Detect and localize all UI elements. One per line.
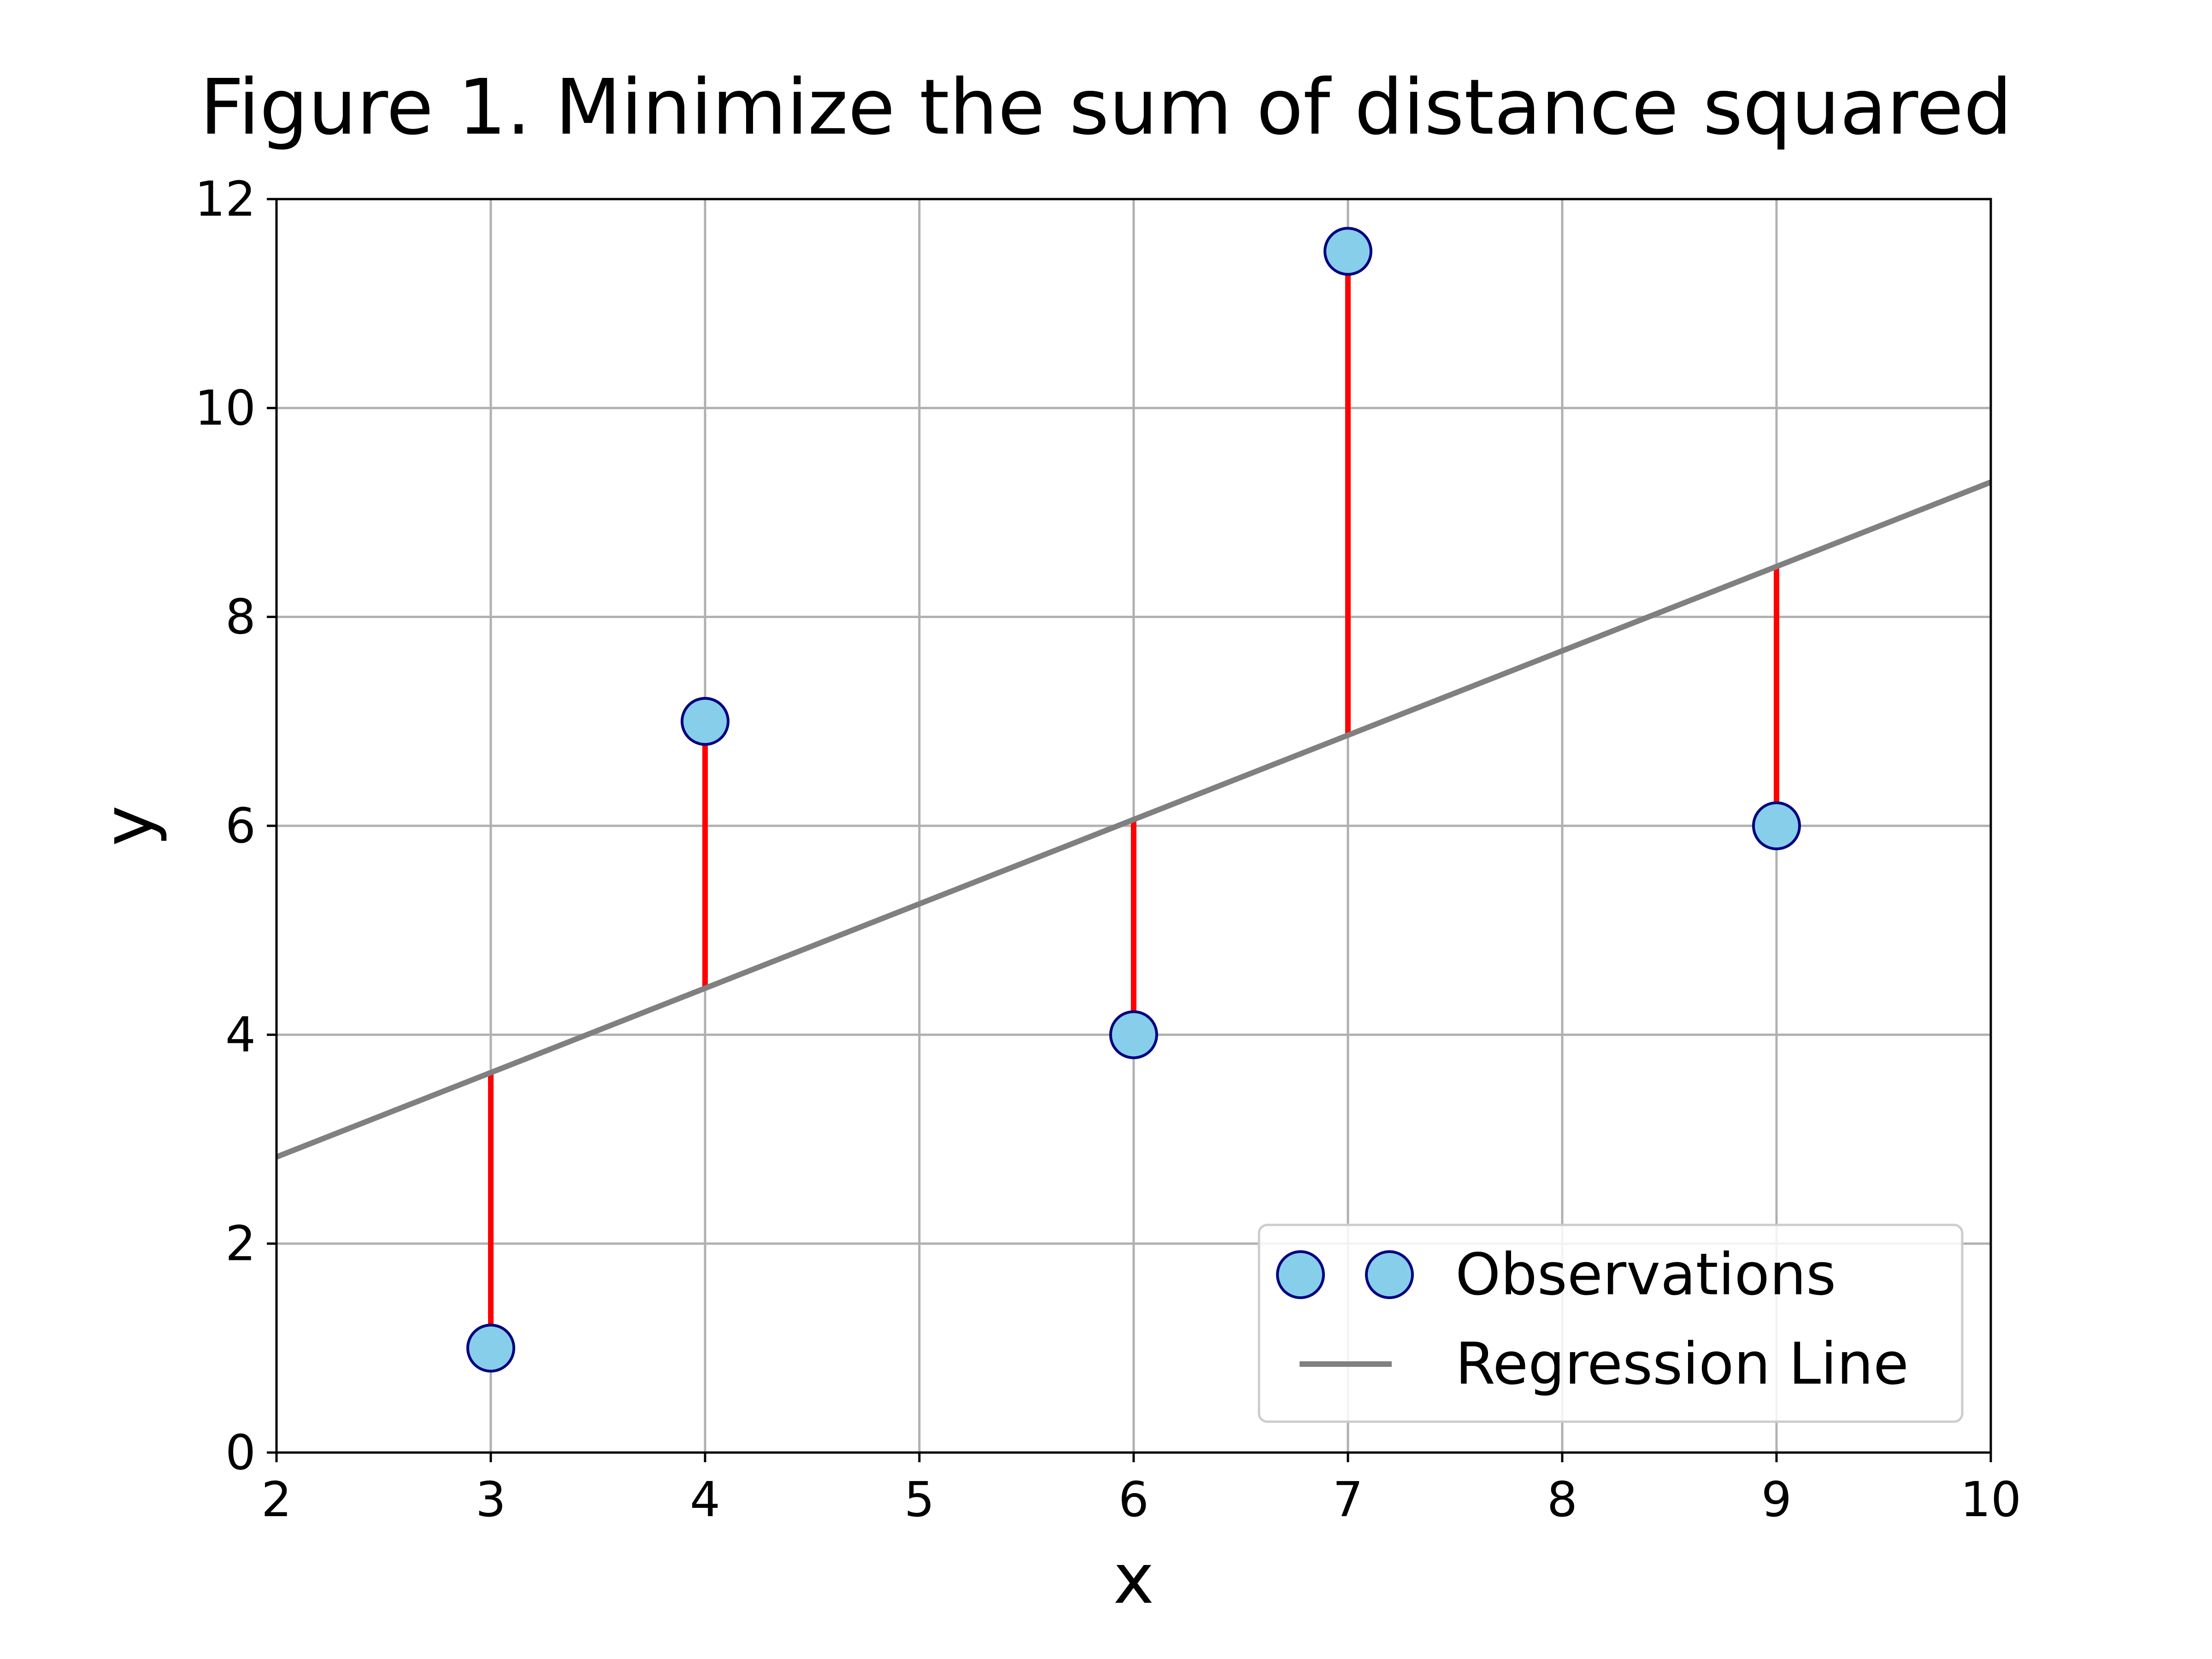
y-tick-label: 6 — [225, 798, 256, 854]
x-tick-label: 10 — [1960, 1471, 2021, 1528]
y-axis-label: y — [88, 806, 169, 847]
legend-box — [1258, 1224, 1964, 1423]
y-axis-ticks: 0 2 4 6 8 10 12 — [195, 171, 276, 1481]
residual-lines — [488, 251, 1779, 1348]
observation-point — [1109, 1010, 1158, 1059]
x-axis-label: x — [1113, 1539, 1154, 1619]
legend: Observations Regression Line — [1258, 1224, 1964, 1423]
regression-line — [275, 479, 1992, 1160]
legend-observation-marker — [1365, 1250, 1414, 1299]
x-tick-label: 7 — [1333, 1471, 1363, 1528]
y-tick-label: 0 — [225, 1424, 256, 1481]
observation-point — [466, 1324, 515, 1373]
regression-line-group — [275, 479, 1992, 1160]
y-tick-label: 10 — [195, 380, 256, 436]
legend-observation-marker — [1276, 1250, 1325, 1299]
y-tick-label: 2 — [225, 1216, 256, 1272]
observation-point — [1752, 801, 1801, 850]
legend-observations-label: Observations — [1455, 1241, 1836, 1308]
observation-points — [466, 227, 1801, 1373]
observation-point — [1324, 227, 1372, 276]
x-tick-label: 6 — [1118, 1471, 1149, 1528]
x-tick-label: 4 — [690, 1471, 720, 1528]
x-tick-label: 5 — [904, 1471, 935, 1528]
x-tick-label: 8 — [1547, 1471, 1577, 1528]
observation-point — [681, 697, 729, 746]
x-tick-label: 9 — [1761, 1471, 1792, 1528]
x-axis-ticks: 2 3 4 5 6 7 8 9 10 — [261, 1453, 2021, 1528]
legend-regression-label: Regression Line — [1455, 1331, 1909, 1398]
y-tick-label: 8 — [225, 589, 256, 645]
x-tick-label: 2 — [261, 1471, 292, 1528]
x-tick-label: 3 — [476, 1471, 506, 1528]
chart-title: Figure 1. Minimize the sum of distance s… — [200, 63, 2012, 152]
y-tick-label: 4 — [225, 1006, 256, 1063]
y-tick-label: 12 — [195, 171, 256, 227]
